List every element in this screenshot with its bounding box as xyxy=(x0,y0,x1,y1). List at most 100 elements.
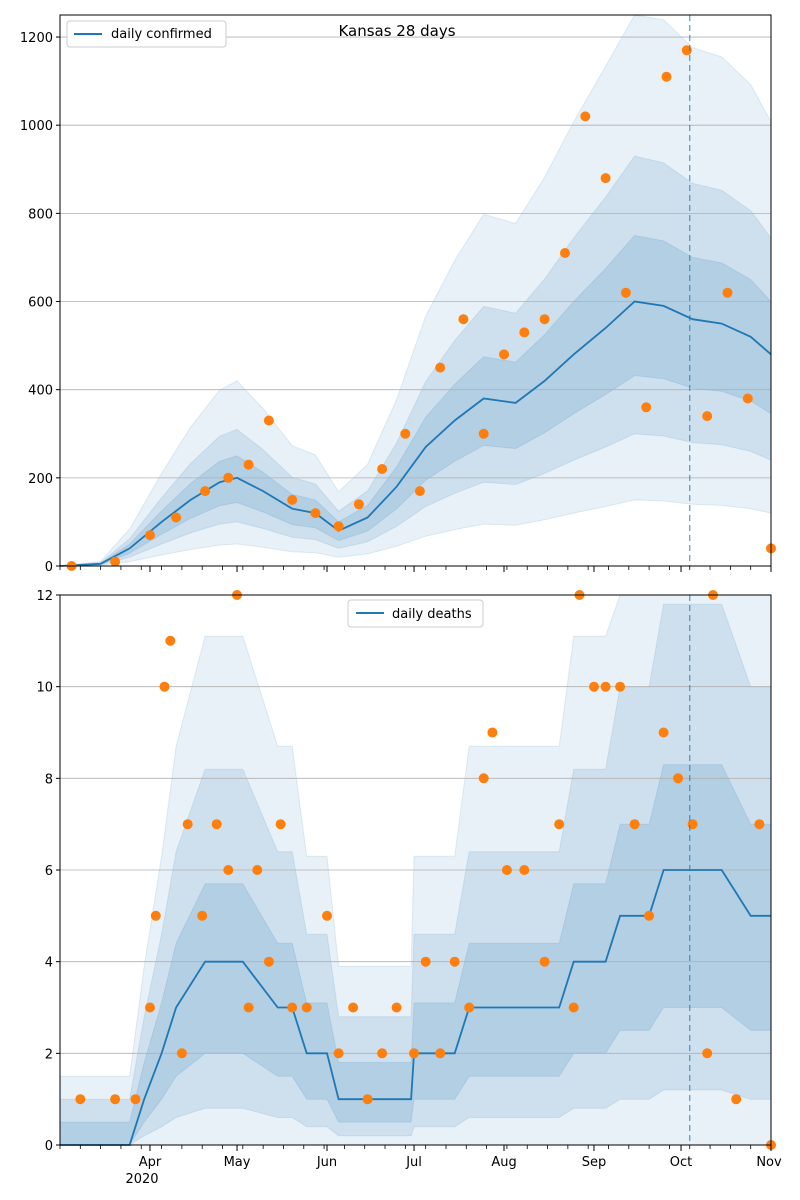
observed-point xyxy=(353,499,364,510)
observed-points-deaths xyxy=(75,590,776,1150)
observed-point xyxy=(197,910,208,921)
observed-point xyxy=(150,910,161,921)
observed-point xyxy=(519,327,530,338)
observed-point xyxy=(600,681,611,692)
legend: daily deaths xyxy=(347,599,484,628)
observed-point xyxy=(620,287,631,298)
observed-point xyxy=(243,459,254,470)
observed-point xyxy=(243,1002,254,1013)
observed-point xyxy=(464,1002,475,1013)
observed-point xyxy=(501,865,512,875)
observed-point xyxy=(722,287,733,298)
observed-point xyxy=(435,362,446,373)
legend: daily confirmed xyxy=(66,20,227,48)
observed-point xyxy=(145,1002,155,1013)
observed-point xyxy=(658,727,669,738)
observed-point xyxy=(287,494,298,505)
observed-point xyxy=(487,727,498,738)
y-tick-label: 600 xyxy=(28,296,53,311)
observed-point xyxy=(560,248,570,258)
x-tick-label: Apr xyxy=(139,1155,162,1170)
confirmed-panel: 0 200 400 600 800 1000 1200 Kansas 28 days dai… xyxy=(20,14,776,575)
legend-label: daily deaths xyxy=(392,607,472,622)
observed-point xyxy=(200,486,211,497)
observed-point xyxy=(702,411,713,422)
observed-point xyxy=(275,819,286,830)
observed-point xyxy=(176,1048,187,1059)
x-tick-label: Jul xyxy=(405,1155,422,1170)
observed-point xyxy=(223,865,234,875)
observed-point xyxy=(687,819,698,830)
observed-point xyxy=(420,956,431,967)
observed-point xyxy=(310,508,321,519)
y-tick-label: 0 xyxy=(45,560,53,575)
observed-point xyxy=(171,512,182,523)
observed-point xyxy=(110,556,121,567)
observed-point xyxy=(673,773,684,784)
y-tick-label: 0 xyxy=(45,1139,53,1154)
observed-point xyxy=(287,1002,298,1013)
observed-point xyxy=(362,1094,373,1105)
observed-point xyxy=(754,819,765,830)
observed-point xyxy=(615,681,626,692)
median-line-deaths xyxy=(60,869,771,1146)
observed-point xyxy=(742,393,753,404)
y-tick-label: 400 xyxy=(28,384,53,399)
observed-point xyxy=(333,521,344,532)
observed-point xyxy=(458,314,469,325)
x-tick-label: Sep xyxy=(582,1155,607,1170)
observed-point xyxy=(629,819,640,830)
observed-point xyxy=(400,428,411,439)
observed-point xyxy=(322,910,332,921)
observed-point xyxy=(145,530,155,541)
median-line xyxy=(60,869,771,1146)
observed-point xyxy=(377,464,388,474)
observed-point xyxy=(130,1094,141,1105)
observed-point xyxy=(263,415,274,426)
observed-point xyxy=(539,956,550,967)
x-axis-year-label: 2020 xyxy=(125,1172,158,1187)
y-axis-ticks: 0 200 400 600 800 1000 1200 xyxy=(20,31,60,575)
x-tick-label: May xyxy=(224,1155,251,1170)
observed-point xyxy=(182,819,193,830)
observed-point xyxy=(568,1002,579,1013)
observed-point xyxy=(409,1048,419,1059)
observed-point xyxy=(702,1048,713,1059)
observed-point xyxy=(554,819,565,830)
observed-point xyxy=(449,956,460,967)
y-axis-ticks: 0 2 4 6 8 10 12 xyxy=(36,589,60,1154)
x-tick-label: Nov xyxy=(756,1155,782,1170)
y-tick-label: 200 xyxy=(28,472,53,487)
x-axis-minor-ticks xyxy=(59,566,772,572)
observed-point xyxy=(252,865,263,875)
observed-point xyxy=(159,681,170,692)
observed-point xyxy=(641,402,652,413)
legend-box xyxy=(347,599,484,628)
observed-point xyxy=(348,1002,359,1013)
observed-point xyxy=(75,1094,86,1105)
observed-point xyxy=(519,865,530,875)
y-tick-label: 1000 xyxy=(20,119,53,134)
x-tick-label: Aug xyxy=(491,1155,516,1170)
confidence-bands xyxy=(59,14,772,567)
deaths-panel: 0 2 4 6 8 10 12 Apr May Jun Jul Aug Sep Oct Nov daily… xyxy=(36,589,782,1187)
observed-point xyxy=(600,173,611,184)
legend-box xyxy=(66,20,227,48)
observed-point xyxy=(731,1094,742,1105)
legend-label: daily confirmed xyxy=(111,27,212,42)
y-tick-label: 12 xyxy=(36,589,53,604)
x-tick-label: Oct xyxy=(670,1155,692,1170)
y-tick-label: 2 xyxy=(45,1047,53,1062)
chart-title: Kansas 28 days xyxy=(338,22,455,40)
observed-point xyxy=(414,486,425,497)
y-tick-label: 800 xyxy=(28,207,53,222)
y-tick-label: 1200 xyxy=(20,31,53,46)
observed-point xyxy=(110,1094,121,1105)
y-tick-label: 6 xyxy=(45,864,53,879)
observed-point xyxy=(391,1002,402,1013)
median-line-confirmed xyxy=(59,300,772,567)
observed-point xyxy=(539,314,550,325)
observed-point xyxy=(478,773,489,784)
observed-point xyxy=(165,635,176,646)
